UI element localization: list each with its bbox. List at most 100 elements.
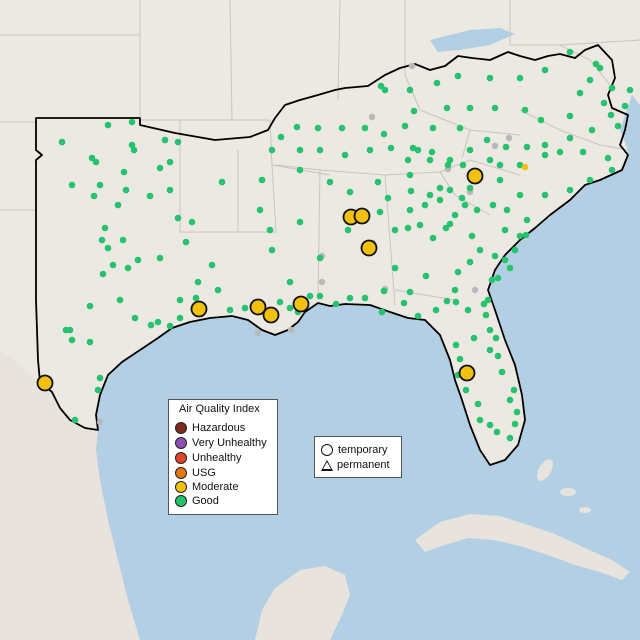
good-monitor[interactable] [154,318,162,326]
no-data-monitor[interactable] [491,142,499,150]
good-monitor[interactable] [128,141,136,149]
good-monitor[interactable] [444,161,452,169]
good-monitor[interactable] [374,178,382,186]
good-monitor[interactable] [414,146,422,154]
no-data-monitor[interactable] [408,62,416,70]
good-monitor[interactable] [466,146,474,154]
good-monitor[interactable] [416,221,424,229]
good-monitor[interactable] [192,294,200,302]
good-monitor[interactable] [462,386,470,394]
good-monitor[interactable] [378,308,386,316]
good-monitor[interactable] [493,428,501,436]
good-monitor[interactable] [476,246,484,254]
good-monitor[interactable] [473,206,481,214]
no-data-monitor[interactable] [471,286,479,294]
good-monitor[interactable] [461,201,469,209]
good-monitor[interactable] [451,211,459,219]
good-monitor[interactable] [491,104,499,112]
good-monitor[interactable] [516,161,524,169]
good-monitor[interactable] [404,156,412,164]
good-monitor[interactable] [208,261,216,269]
good-monitor[interactable] [131,314,139,322]
good-monitor[interactable] [104,121,112,129]
good-monitor[interactable] [421,201,429,209]
good-monitor[interactable] [484,296,492,304]
good-monitor[interactable] [166,322,174,330]
good-monitor[interactable] [214,286,222,294]
good-monitor[interactable] [156,164,164,172]
good-monitor[interactable] [326,178,334,186]
good-monitor[interactable] [486,326,494,334]
good-monitor[interactable] [409,144,417,152]
good-monitor[interactable] [516,232,524,240]
good-monitor[interactable] [466,258,474,266]
good-monitor[interactable] [608,166,616,174]
good-monitor[interactable] [506,434,514,442]
good-monitor[interactable] [452,341,460,349]
good-monitor[interactable] [592,60,600,68]
good-monitor[interactable] [414,312,422,320]
good-monitor[interactable] [316,254,324,262]
good-monitor[interactable] [286,304,294,312]
good-monitor[interactable] [523,143,531,151]
good-monitor[interactable] [62,326,70,334]
good-monitor[interactable] [96,181,104,189]
moderate-monitor-small[interactable] [521,163,529,171]
good-monitor[interactable] [482,311,490,319]
good-monitor[interactable] [586,76,594,84]
good-monitor[interactable] [86,338,94,346]
good-monitor[interactable] [566,112,574,120]
good-monitor[interactable] [446,186,454,194]
good-monitor[interactable] [258,176,266,184]
moderate-monitor-temporary[interactable] [458,364,476,382]
good-monitor[interactable] [122,186,130,194]
good-monitor[interactable] [456,355,464,363]
good-monitor[interactable] [116,296,124,304]
good-monitor[interactable] [266,226,274,234]
good-monitor[interactable] [286,278,294,286]
good-monitor[interactable] [454,268,462,276]
good-monitor[interactable] [458,194,466,202]
good-monitor[interactable] [451,286,459,294]
good-monitor[interactable] [432,306,440,314]
good-monitor[interactable] [492,334,500,342]
good-monitor[interactable] [541,191,549,199]
good-monitor[interactable] [391,226,399,234]
good-monitor[interactable] [120,168,128,176]
good-monitor[interactable] [556,148,564,156]
good-monitor[interactable] [452,298,460,306]
good-monitor[interactable] [486,421,494,429]
good-monitor[interactable] [516,191,524,199]
good-monitor[interactable] [146,192,154,200]
good-monitor[interactable] [361,124,369,132]
good-monitor[interactable] [537,116,545,124]
good-monitor[interactable] [596,64,604,72]
good-monitor[interactable] [68,336,76,344]
good-monitor[interactable] [380,130,388,138]
good-monitor[interactable] [436,196,444,204]
good-monitor[interactable] [433,79,441,87]
good-monitor[interactable] [96,374,104,382]
good-monitor[interactable] [119,236,127,244]
good-monitor[interactable] [466,104,474,112]
good-monitor[interactable] [607,111,615,119]
good-monitor[interactable] [346,294,354,302]
good-monitor[interactable] [566,186,574,194]
good-monitor[interactable] [400,299,408,307]
good-monitor[interactable] [486,74,494,82]
good-monitor[interactable] [604,154,612,162]
good-monitor[interactable] [516,74,524,82]
good-monitor[interactable] [296,166,304,174]
good-monitor[interactable] [182,238,190,246]
good-monitor[interactable] [381,86,389,94]
good-monitor[interactable] [194,278,202,286]
good-monitor[interactable] [68,181,76,189]
good-monitor[interactable] [541,141,549,149]
good-monitor[interactable] [314,124,322,132]
no-data-monitor[interactable] [318,278,326,286]
good-monitor[interactable] [128,118,136,126]
good-monitor[interactable] [456,124,464,132]
good-monitor[interactable] [384,194,392,202]
good-monitor[interactable] [406,86,414,94]
good-monitor[interactable] [476,416,484,424]
